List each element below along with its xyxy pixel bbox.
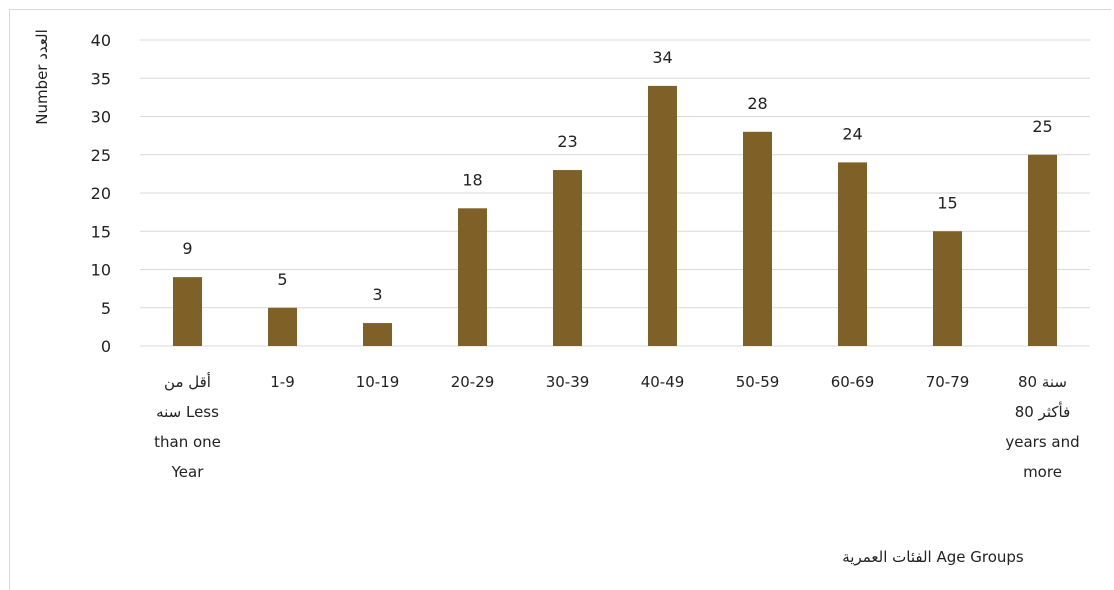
y-tick-label: 30 bbox=[91, 108, 111, 127]
x-tick-label-line: 70-79 bbox=[926, 373, 970, 391]
bar bbox=[173, 277, 202, 346]
x-axis-categories: أقل من سنه Less than one Year 1-9 10-19 20-29 3… bbox=[154, 372, 1080, 481]
y-tick-label: 10 bbox=[91, 261, 111, 280]
data-label: 5 bbox=[277, 270, 287, 289]
x-tick-label-line: years and bbox=[1005, 433, 1079, 451]
bar bbox=[363, 323, 392, 346]
x-tick-label: 20-29 bbox=[451, 373, 495, 391]
y-axis-title: Number العدد bbox=[33, 29, 51, 125]
gridlines bbox=[140, 39, 1090, 347]
bar bbox=[648, 85, 677, 347]
bar bbox=[458, 208, 487, 346]
data-label: 18 bbox=[462, 170, 482, 189]
x-tick-label-line: 20-29 bbox=[451, 373, 495, 391]
x-tick-label-line: 1-9 bbox=[270, 373, 295, 391]
data-label: 23 bbox=[557, 132, 577, 151]
bar bbox=[838, 162, 867, 346]
x-tick-label: 40-49 bbox=[641, 373, 685, 391]
x-tick-label-line: 50-59 bbox=[736, 373, 780, 391]
bars bbox=[173, 85, 1057, 347]
y-tick-label: 35 bbox=[91, 69, 111, 88]
bar bbox=[1028, 154, 1057, 346]
x-tick-label-line: than one bbox=[154, 433, 221, 451]
x-tick-label-line: 60-69 bbox=[831, 373, 875, 391]
bar bbox=[933, 231, 962, 346]
x-tick-label-line: 10-19 bbox=[356, 373, 400, 391]
x-tick-label: أقل من سنه Less than one Year bbox=[154, 372, 221, 481]
y-tick-label: 15 bbox=[91, 222, 111, 241]
y-tick-label: 5 bbox=[101, 299, 111, 318]
x-tick-label: 1-9 bbox=[270, 373, 295, 391]
x-tick-label-line: more bbox=[1023, 463, 1062, 481]
x-tick-label: 50-59 bbox=[736, 373, 780, 391]
data-label: 9 bbox=[182, 239, 192, 258]
bar bbox=[553, 170, 582, 346]
data-label: 28 bbox=[747, 94, 767, 113]
chart-frame bbox=[9, 9, 1111, 590]
y-tick-label: 20 bbox=[91, 184, 111, 203]
x-tick-label: 60-69 bbox=[831, 373, 875, 391]
data-label: 3 bbox=[372, 285, 382, 304]
x-tick-label: 80 سنة فأكثر 80 years and more bbox=[1005, 373, 1079, 481]
bar bbox=[268, 307, 297, 346]
data-label: 15 bbox=[937, 193, 957, 212]
x-tick-label: 30-39 bbox=[546, 373, 590, 391]
x-tick-label-line: 40-49 bbox=[641, 373, 685, 391]
y-tick-label: 0 bbox=[101, 337, 111, 356]
x-tick-label: 70-79 bbox=[926, 373, 970, 391]
y-axis-ticks: 0 5 10 15 20 25 30 35 40 bbox=[91, 31, 111, 356]
y-tick-label: 25 bbox=[91, 146, 111, 165]
x-tick-label: 10-19 bbox=[356, 373, 400, 391]
x-tick-label-line: 80 سنة bbox=[1018, 373, 1067, 391]
x-tick-label-line: Year bbox=[171, 463, 205, 481]
data-labels: 9 5 3 18 23 34 28 24 15 25 bbox=[182, 48, 1052, 304]
x-tick-label-line: فأكثر 80 bbox=[1015, 401, 1071, 421]
x-tick-label-line: أقل من bbox=[164, 372, 211, 391]
data-label: 25 bbox=[1032, 117, 1052, 136]
x-tick-label-line: 30-39 bbox=[546, 373, 590, 391]
x-tick-label-line: سنه Less bbox=[156, 403, 219, 421]
data-label: 24 bbox=[842, 124, 862, 143]
y-tick-label: 40 bbox=[91, 31, 111, 50]
x-axis-title: الفئات العمرية Age Groups bbox=[842, 548, 1024, 566]
data-label: 34 bbox=[652, 48, 672, 67]
bar bbox=[743, 131, 772, 346]
